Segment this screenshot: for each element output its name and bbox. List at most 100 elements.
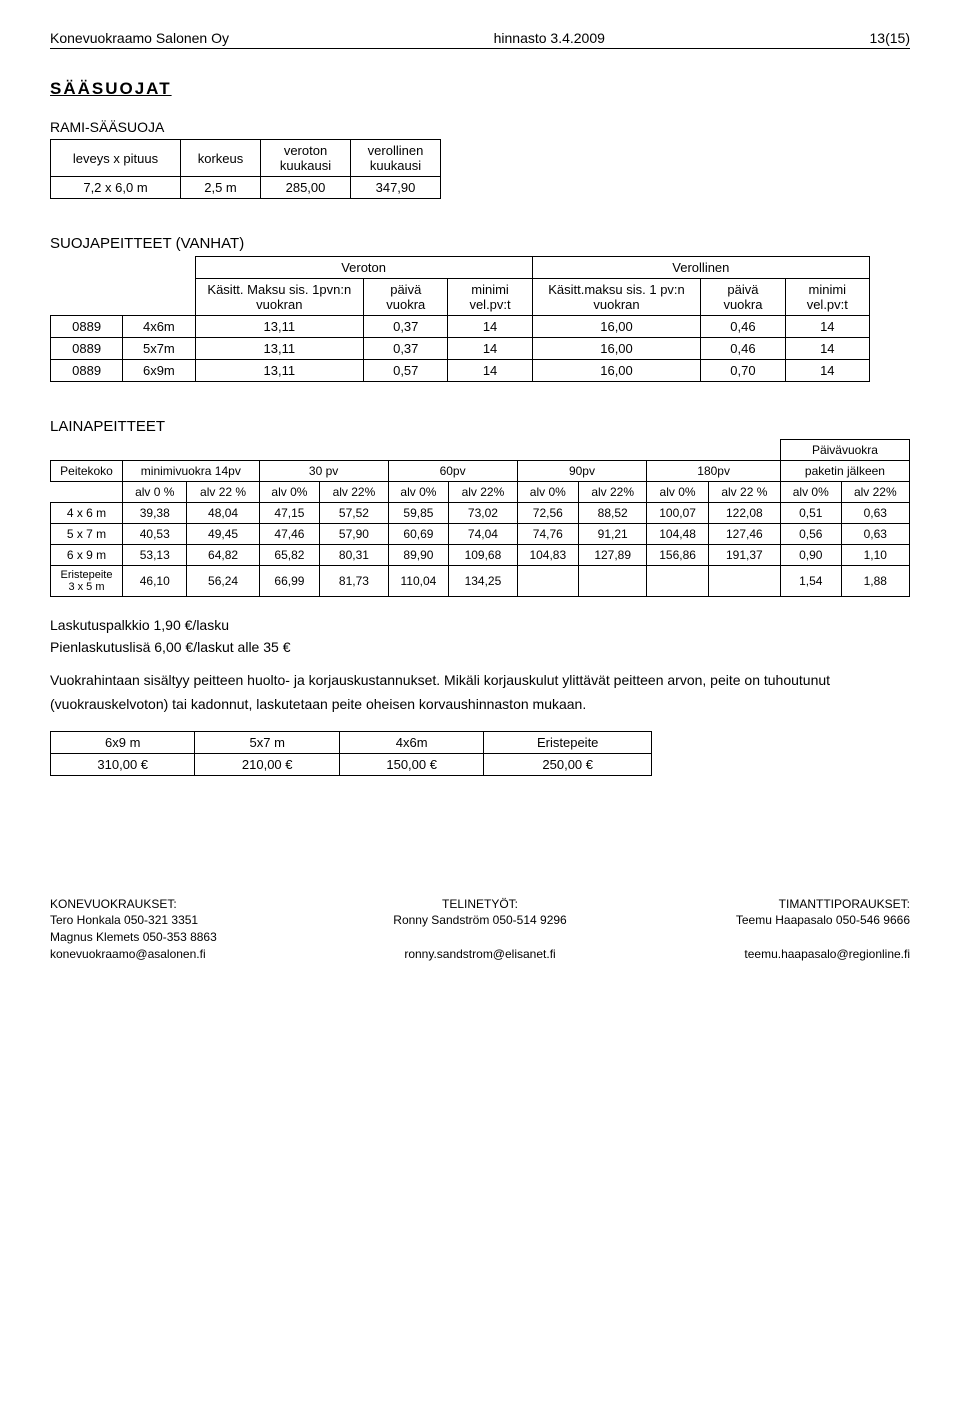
cell: 74,04: [449, 524, 517, 545]
h-alv22: alv 22 %: [187, 482, 259, 503]
cell: 14: [785, 316, 869, 338]
saasuojat-title: SÄÄSUOJAT: [50, 79, 910, 99]
cell: 14: [785, 338, 869, 360]
table-row: 310,00 € 210,00 € 150,00 € 250,00 €: [51, 753, 652, 775]
cell: 56,24: [187, 566, 259, 597]
table-row: 6 x 9 m 53,13 64,82 65,82 80,31 89,90 10…: [51, 545, 910, 566]
cell: 0,46: [701, 316, 785, 338]
cell-code: 0889: [51, 338, 123, 360]
h-180pv: 180pv: [647, 461, 781, 482]
h-alv22: alv 22%: [841, 482, 909, 503]
table-row: 7,2 x 6,0 m 2,5 m 285,00 347,90: [51, 177, 441, 199]
cell: 47,46: [259, 524, 320, 545]
lainapeitteet-table: Päivävuokra Peitekoko minimivuokra 14pv …: [50, 439, 910, 597]
cell: 65,82: [259, 545, 320, 566]
header-page: 13(15): [870, 30, 910, 46]
h-60pv: 60pv: [388, 461, 517, 482]
korvaus-h: 6x9 m: [51, 731, 195, 753]
cell: 89,90: [388, 545, 449, 566]
footer-line: ronny.sandstrom@elisanet.fi: [337, 946, 624, 963]
cell: 210,00 €: [195, 753, 339, 775]
korvaus-h: 5x7 m: [195, 731, 339, 753]
note-pienlaskutus: Pienlaskutuslisä 6,00 €/laskut alle 35 €: [50, 639, 910, 655]
h-alv0: alv 0%: [647, 482, 708, 503]
cell-h: 2,5 m: [181, 177, 261, 199]
group-verollinen: Verollinen: [532, 257, 869, 279]
saasuojat-sub: RAMI-SÄÄSUOJA: [50, 119, 910, 135]
cell: 48,04: [187, 503, 259, 524]
cell: 73,02: [449, 503, 517, 524]
cell: 57,90: [320, 524, 388, 545]
h-minimi2: minimi vel.pv:t: [785, 279, 869, 316]
cell: 0,57: [364, 360, 448, 382]
cell: 0,46: [701, 338, 785, 360]
cell: 13,11: [195, 338, 364, 360]
h-alv22: alv 22%: [449, 482, 517, 503]
cell: 127,46: [708, 524, 780, 545]
cell: 100,07: [647, 503, 708, 524]
korvaus-table: 6x9 m 5x7 m 4x6m Eristepeite 310,00 € 21…: [50, 731, 652, 776]
korvaus-h: Eristepeite: [484, 731, 652, 753]
col-verollinen: verollinen kuukausi: [351, 140, 441, 177]
h-alv22: alv 22%: [579, 482, 647, 503]
table-row: 0889 4x6m 13,11 0,37 14 16,00 0,46 14: [51, 316, 870, 338]
col-korkeus: korkeus: [181, 140, 261, 177]
footer-right: TIMANTTIPORAUKSET: Teemu Haapasalo 050-5…: [623, 896, 910, 963]
h-paiva1: päivä vuokra: [364, 279, 448, 316]
cell-dim: 7,2 x 6,0 m: [51, 177, 181, 199]
cell: 0,63: [841, 524, 909, 545]
cell: 0,37: [364, 338, 448, 360]
cell-v1: 285,00: [261, 177, 351, 199]
cell: 1,54: [780, 566, 841, 597]
table-row: 5 x 7 m 40,53 49,45 47,46 57,90 60,69 74…: [51, 524, 910, 545]
table-row: 0889 6x9m 13,11 0,57 14 16,00 0,70 14: [51, 360, 870, 382]
cell: 39,38: [123, 503, 187, 524]
cell-name: 5 x 7 m: [51, 524, 123, 545]
note-laskutus: Laskutuspalkkio 1,90 €/lasku: [50, 617, 910, 633]
h-alv0: alv 0%: [259, 482, 320, 503]
cell-v2: 347,90: [351, 177, 441, 199]
cell: 49,45: [187, 524, 259, 545]
h-30pv: 30 pv: [259, 461, 388, 482]
col-leveys: leveys x pituus: [51, 140, 181, 177]
footer-line: Ronny Sandström 050-514 9296: [337, 912, 624, 929]
h-90pv: 90pv: [517, 461, 647, 482]
cell: 46,10: [123, 566, 187, 597]
cell: 109,68: [449, 545, 517, 566]
footer-title: TIMANTTIPORAUKSET:: [623, 896, 910, 913]
footer-center: TELINETYÖT: Ronny Sandström 050-514 9296…: [337, 896, 624, 963]
h-alv0: alv 0%: [388, 482, 449, 503]
cell: 81,73: [320, 566, 388, 597]
cell: 150,00 €: [339, 753, 483, 775]
cell: 74,76: [517, 524, 578, 545]
cell: 134,25: [449, 566, 517, 597]
h-paiva2: päivä vuokra: [701, 279, 785, 316]
suojapeitteet-title: SUOJAPEITTEET (VANHAT): [50, 235, 910, 252]
page-header: Konevuokraamo Salonen Oy hinnasto 3.4.20…: [50, 30, 910, 49]
footer-line: Tero Honkala 050-321 3351: [50, 912, 337, 929]
h-alv0: alv 0 %: [123, 482, 187, 503]
cell: 110,04: [388, 566, 449, 597]
cell: 91,21: [579, 524, 647, 545]
lainapeitteet-title: LAINAPEITTEET: [50, 418, 910, 435]
cell: [708, 566, 780, 597]
page: Konevuokraamo Salonen Oy hinnasto 3.4.20…: [0, 0, 960, 983]
footer-line: teemu.haapasalo@regionline.fi: [623, 946, 910, 963]
cell: 53,13: [123, 545, 187, 566]
h-alv0: alv 0%: [780, 482, 841, 503]
cell: 104,83: [517, 545, 578, 566]
cell: 0,51: [780, 503, 841, 524]
footer-title: KONEVUOKRAUKSET:: [50, 896, 337, 913]
cell: 156,86: [647, 545, 708, 566]
cell-name: Eristepeite 3 x 5 m: [51, 566, 123, 597]
cell: 40,53: [123, 524, 187, 545]
cell: 122,08: [708, 503, 780, 524]
cell-code: 0889: [51, 360, 123, 382]
footer-left: KONEVUOKRAUKSET: Tero Honkala 050-321 33…: [50, 896, 337, 963]
cell: 191,37: [708, 545, 780, 566]
saasuojat-table: leveys x pituus korkeus veroton kuukausi…: [50, 139, 441, 199]
h-alv22: alv 22 %: [708, 482, 780, 503]
cell: 57,52: [320, 503, 388, 524]
cell: [647, 566, 708, 597]
cell: 16,00: [532, 316, 701, 338]
